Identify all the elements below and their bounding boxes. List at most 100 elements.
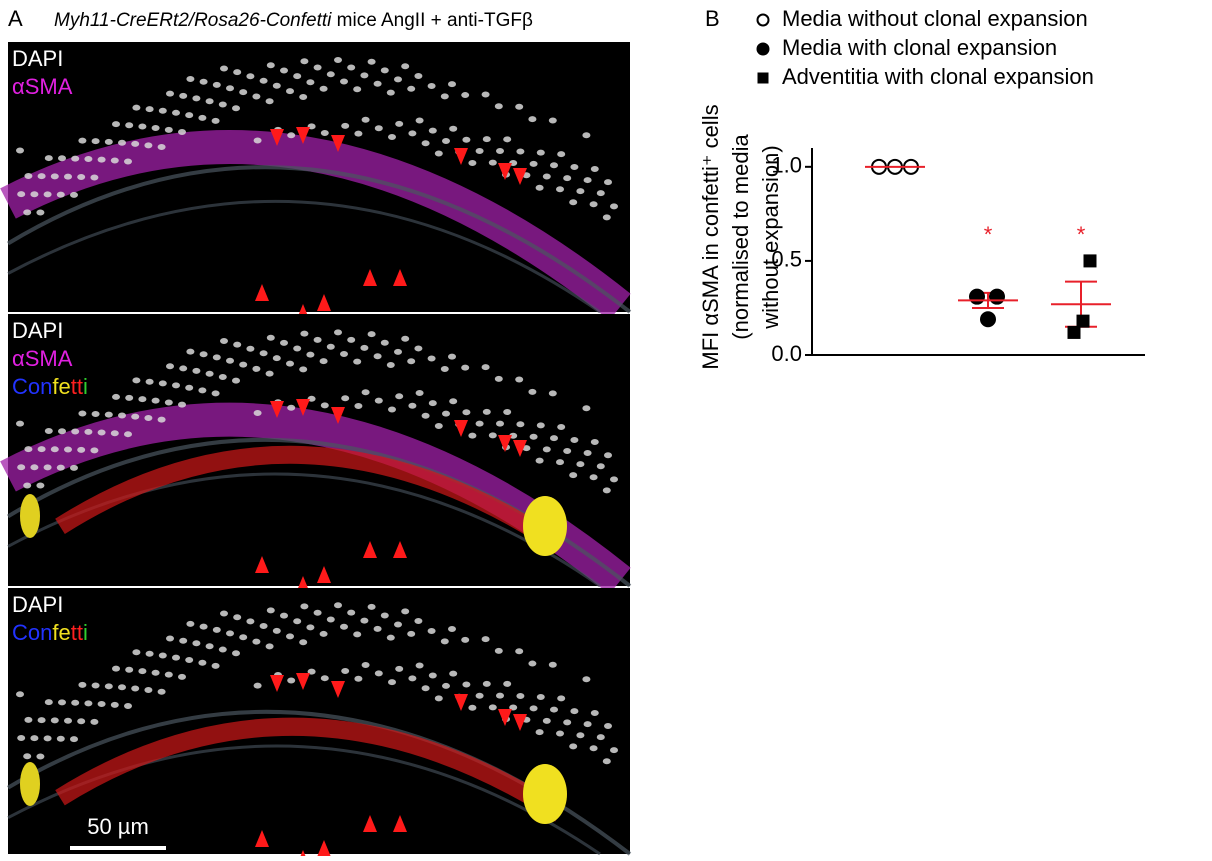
nucleus (361, 116, 370, 123)
nucleus (24, 173, 33, 180)
nucleus (178, 673, 186, 680)
nucleus (395, 120, 404, 127)
nucleus (179, 92, 188, 99)
nucleus (186, 620, 195, 627)
panel-label: B (705, 6, 720, 31)
nucleus (428, 400, 437, 407)
nucleus (570, 708, 579, 715)
nucleus (482, 680, 491, 687)
nucleus (449, 398, 458, 405)
nucleus (415, 117, 424, 124)
nucleus (306, 351, 315, 358)
nucleus (313, 64, 322, 71)
nucleus (380, 67, 389, 74)
y-tick-label: 1.0 (771, 153, 802, 178)
nucleus (30, 191, 39, 198)
nucleus (125, 122, 134, 129)
confetti-yellow (20, 762, 40, 806)
nucleus (118, 139, 126, 146)
nucleus (461, 364, 470, 371)
nucleus (232, 105, 240, 112)
nucleus (110, 157, 119, 164)
arrowhead (255, 830, 269, 847)
nucleus (319, 630, 328, 637)
nucleus (535, 184, 544, 191)
nucleus (178, 129, 186, 136)
nucleus (320, 129, 329, 136)
nucleus (199, 623, 208, 630)
legend-marker (756, 42, 770, 56)
nucleus (347, 336, 356, 343)
nucleus (515, 376, 524, 383)
nucleus (286, 360, 294, 367)
nucleus (145, 106, 154, 113)
nucleus (37, 717, 46, 724)
nucleus (528, 116, 537, 123)
nucleus (77, 173, 86, 180)
nucleus (326, 616, 335, 623)
nucleus (232, 377, 240, 384)
nucleus (64, 173, 72, 180)
nucleus (306, 624, 315, 631)
nucleus (496, 420, 504, 427)
nucleus (259, 622, 268, 629)
legend-marker (756, 13, 770, 27)
nucleus (138, 396, 147, 403)
arrowhead (317, 840, 331, 857)
nucleus (199, 78, 208, 85)
nucleus (415, 389, 424, 396)
nucleus (427, 82, 436, 89)
nucleus (570, 436, 579, 443)
nucleus (158, 652, 167, 659)
nucleus (394, 348, 402, 355)
nucleus (166, 363, 174, 370)
nucleus (253, 682, 262, 689)
nucleus (104, 683, 113, 690)
nucleus (287, 132, 296, 139)
nucleus (17, 734, 26, 741)
arrowhead (331, 681, 345, 698)
nucleus (211, 390, 220, 397)
nucleus (157, 688, 166, 695)
nucleus (557, 695, 566, 702)
nucleus (198, 387, 207, 394)
nucleus (373, 80, 382, 87)
nucleus (172, 109, 180, 116)
nucleus (320, 402, 329, 409)
nucleus (522, 445, 531, 452)
legend-label: Media without clonal expansion (782, 6, 1088, 31)
nucleus (367, 603, 376, 610)
nucleus (576, 461, 585, 468)
nucleus (286, 633, 294, 640)
nucleus (589, 201, 598, 208)
nucleus (481, 91, 490, 98)
nucleus (24, 446, 33, 453)
nucleus (373, 625, 382, 632)
nucleus (179, 637, 188, 644)
y-tick-label: 0.0 (771, 341, 802, 366)
nucleus (287, 677, 296, 684)
stain-label: DAPI (12, 46, 63, 71)
nucleus (415, 662, 424, 669)
nucleus (529, 160, 538, 167)
nucleus (582, 676, 591, 683)
nucleus (610, 747, 618, 754)
nucleus (280, 67, 288, 74)
nucleus (226, 357, 234, 364)
nucleus (440, 638, 449, 645)
nucleus (226, 630, 234, 637)
y-tick-label: 0.5 (771, 247, 802, 272)
nucleus (596, 190, 605, 197)
nucleus (334, 602, 342, 609)
data-point (969, 288, 985, 305)
nucleus (536, 422, 545, 429)
arrowhead (513, 440, 527, 457)
nucleus (604, 452, 612, 459)
nucleus (71, 155, 80, 162)
nucleus (232, 650, 240, 657)
stain-label: DAPI (12, 592, 63, 617)
nucleus (198, 659, 207, 666)
nucleus (23, 209, 32, 216)
nucleus (205, 370, 214, 377)
nucleus (481, 364, 490, 371)
